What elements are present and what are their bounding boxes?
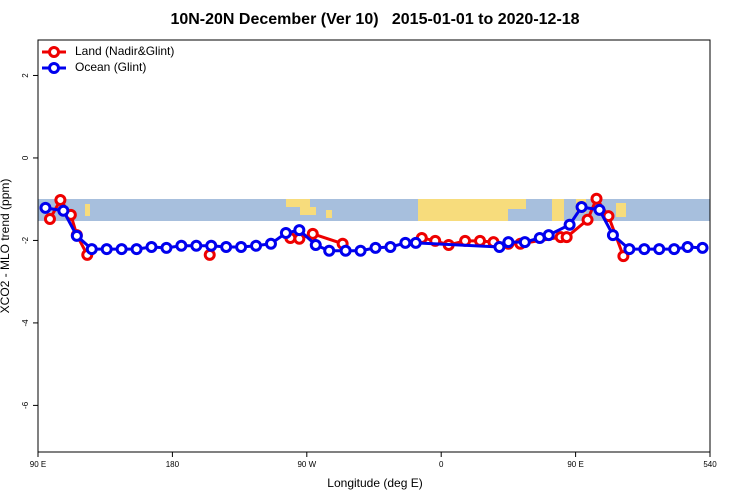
x-tick-label: 180: [166, 460, 180, 469]
point: [306, 227, 319, 240]
point: [617, 250, 630, 263]
point: [293, 224, 306, 237]
point: [130, 243, 143, 256]
legend-marker: [48, 62, 60, 74]
point: [160, 241, 173, 254]
y-tick-label: -2: [21, 236, 30, 244]
point: [203, 248, 216, 261]
y-tick-label: 0: [21, 155, 30, 160]
legend-marker: [48, 46, 60, 58]
point: [220, 241, 233, 254]
point: [542, 229, 555, 242]
point: [384, 241, 397, 254]
point: [54, 194, 67, 207]
y-tick-label: 2: [21, 73, 30, 78]
point: [575, 201, 588, 214]
point: [339, 244, 352, 257]
point: [590, 192, 603, 205]
legend-label: Ocean (Glint): [75, 60, 146, 74]
point: [279, 227, 292, 240]
point: [39, 201, 52, 214]
point: [518, 236, 531, 249]
point: [190, 239, 203, 252]
point: [653, 243, 666, 256]
point: [563, 218, 576, 231]
map-band: [38, 199, 710, 221]
x-axis-label: Longitude (deg E): [327, 476, 422, 490]
point: [235, 241, 248, 254]
chart-title: 10N-20N December (Ver 10) 2015-01-01 to …: [170, 11, 579, 28]
point: [474, 234, 487, 247]
y-axis-label: XCO2 - MLO trend (ppm): [0, 179, 12, 314]
point: [250, 239, 263, 252]
point: [638, 243, 651, 256]
point: [145, 241, 158, 254]
point: [581, 213, 594, 226]
point: [623, 243, 636, 256]
x-tick-label: 540: [703, 460, 717, 469]
point: [409, 236, 422, 249]
point: [115, 243, 128, 256]
point: [57, 204, 70, 217]
point: [668, 243, 681, 256]
point: [70, 229, 83, 242]
point: [175, 239, 188, 252]
point: [43, 212, 56, 225]
plot-frame: [37, 39, 711, 453]
x-tick-label: 0: [439, 460, 444, 469]
point: [681, 241, 694, 254]
point: [493, 241, 506, 254]
point: [264, 237, 277, 250]
point: [354, 244, 367, 257]
x-tick-label: 90 W: [297, 460, 316, 469]
y-tick-label: -6: [21, 401, 30, 409]
point: [100, 243, 113, 256]
point: [399, 236, 412, 249]
point: [696, 241, 709, 254]
point: [205, 239, 218, 252]
point: [323, 244, 336, 257]
point: [369, 241, 382, 254]
point: [606, 229, 619, 242]
y-tick-label: -4: [21, 319, 30, 327]
point: [85, 243, 98, 256]
x-tick-label: 90 E: [30, 460, 46, 469]
x-tick-label: 90 E: [567, 460, 583, 469]
point: [560, 231, 573, 244]
point: [593, 203, 606, 216]
legend-label: Land (Nadir&Glint): [75, 44, 174, 58]
point: [309, 238, 322, 251]
point: [502, 236, 515, 249]
